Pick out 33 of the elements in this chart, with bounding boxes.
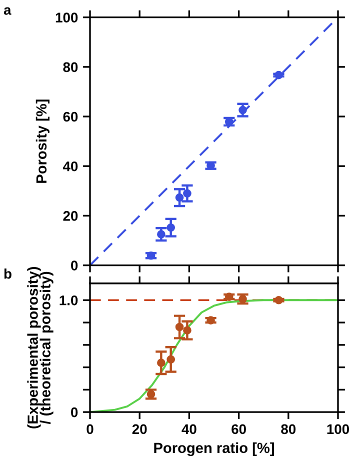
point [175,193,184,202]
point [183,189,192,198]
y-tick-label: 40 [62,161,78,172]
text: b [4,268,12,279]
y-tick-label: 80 [63,62,78,72]
x-tick-label: 40 [182,424,196,434]
y-tick-label: 60 [63,112,78,122]
point [175,322,184,332]
x-tick-label: 80 [281,424,296,434]
x-tick-label: 100 [327,424,350,434]
y-tick-label: 0 [71,407,78,418]
point [206,316,215,324]
y-axis-title: (Experimental porosity) / (theoretical porosity) [27,266,54,428]
y-tick-label: 1.0 [60,295,78,306]
y-axis-title: Porosity [%] [36,100,50,183]
x-tick-label: 0 [86,424,94,434]
point [166,355,176,364]
point [166,223,176,232]
text: a [4,7,12,15]
y-tick-label: 20 [63,211,78,221]
x-axis-title: Porogen ratio [%] [154,442,274,456]
point [274,296,283,304]
point [157,358,166,367]
point [183,326,192,335]
y-tick-label: 100 [56,12,78,22]
x-tick-label: 60 [232,424,246,434]
point [146,251,156,260]
y-tick-label: 0 [71,260,78,270]
point [238,106,247,114]
point [146,390,156,398]
point [157,230,166,238]
point [274,70,283,80]
x-tick-label: 20 [132,424,147,434]
